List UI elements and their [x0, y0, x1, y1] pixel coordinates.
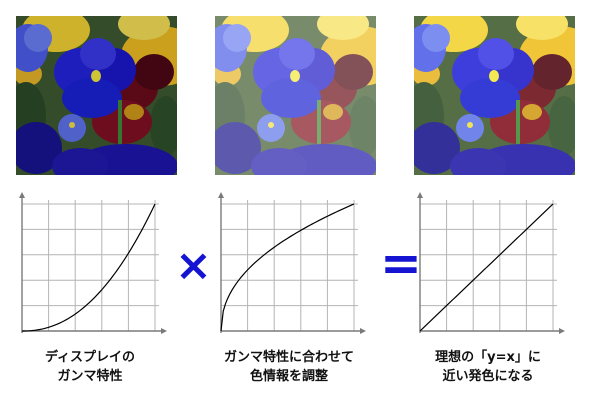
gamma-curve: [21, 203, 156, 332]
axes: [417, 192, 565, 334]
caption-ideal-result: 理想の「y=x」に 近い発色になる: [393, 348, 583, 386]
x-axis-arrow: [360, 328, 366, 334]
x-axis-arrow: [559, 328, 565, 334]
display-gamma-graph: [10, 186, 170, 338]
y-axis-arrow: [218, 192, 224, 198]
axes: [19, 192, 167, 334]
grid: [420, 200, 557, 331]
y-axis-arrow: [417, 192, 423, 198]
display-gamma-photo: [16, 16, 177, 175]
axes: [218, 192, 366, 334]
inverse-gamma-curve: [220, 203, 355, 332]
multiply-operator: ×: [175, 240, 212, 291]
x-axis-arrow: [161, 328, 167, 334]
equals-operator: =: [380, 234, 422, 292]
inverse-gamma-graph: [209, 186, 369, 338]
caption-line: ガンマ特性に合わせて: [223, 350, 354, 365]
y-axis-arrow: [19, 192, 25, 198]
caption-color-adjust: ガンマ特性に合わせて 色情報を調整: [194, 348, 384, 386]
caption-line: 理想の「y=x」に: [435, 350, 541, 365]
caption-line: 色情報を調整: [249, 369, 328, 384]
grid: [22, 200, 159, 331]
grid: [221, 200, 358, 331]
caption-line: ディスプレイの: [44, 350, 136, 365]
caption-line: ガンマ特性: [57, 369, 123, 384]
linear-curve: [419, 203, 554, 332]
caption-display-gamma: ディスプレイの ガンマ特性: [0, 348, 185, 386]
corrected-color-photo: [215, 16, 376, 175]
caption-line: 近い発色になる: [442, 369, 534, 384]
ideal-result-photo: [414, 16, 575, 175]
linear-graph: [408, 186, 568, 338]
